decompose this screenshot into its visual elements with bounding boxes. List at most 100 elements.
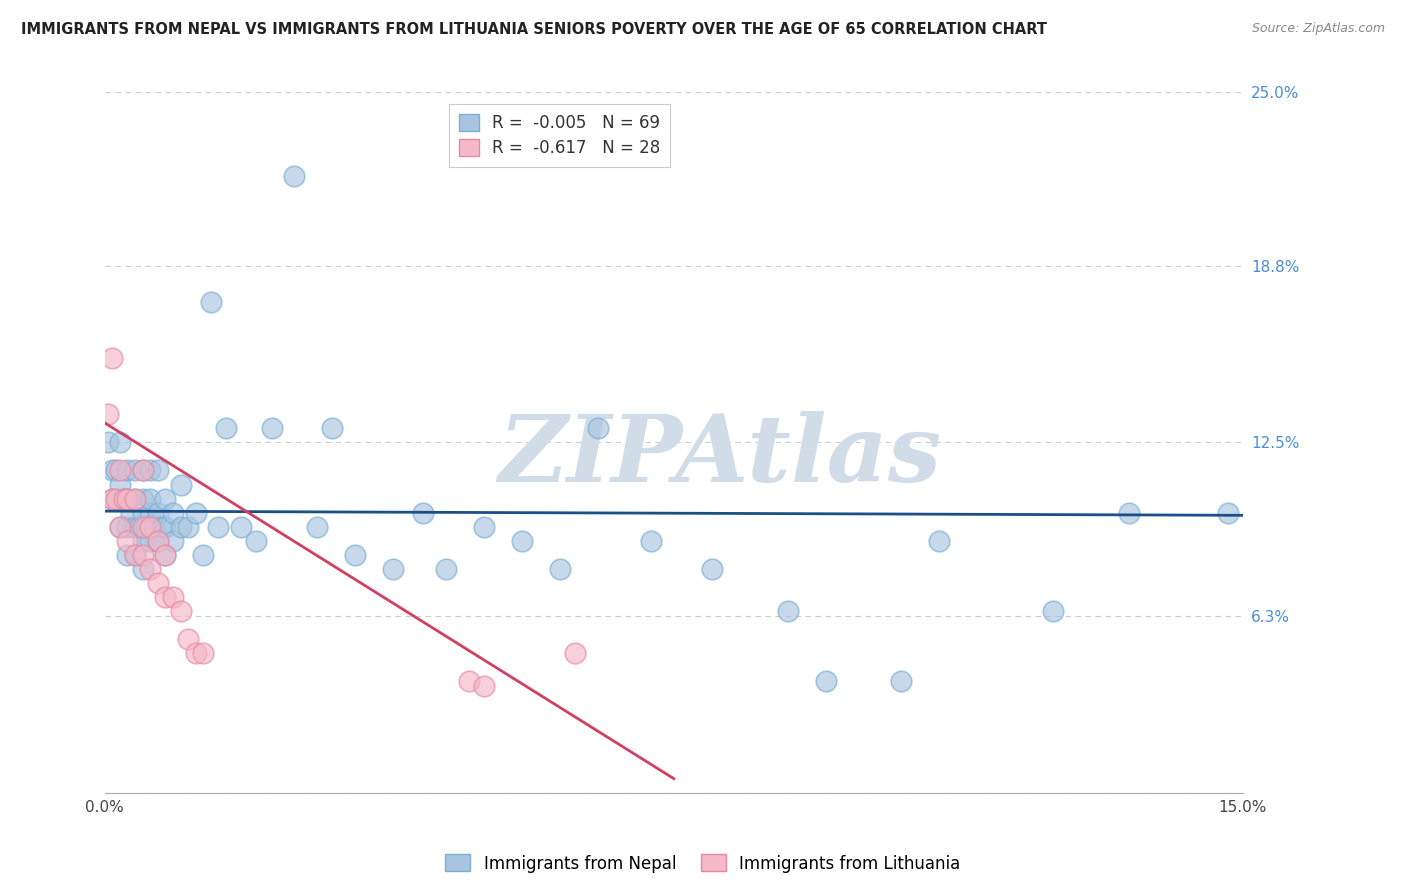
Point — [155, 548, 177, 562]
Point — [200, 295, 222, 310]
Point — [124, 491, 146, 506]
Point — [231, 519, 253, 533]
Point — [928, 533, 950, 548]
Point — [162, 506, 184, 520]
Text: ZIPAtlas: ZIPAtlas — [498, 411, 941, 501]
Point — [434, 561, 457, 575]
Point — [117, 463, 139, 477]
Point — [155, 519, 177, 533]
Point — [131, 548, 153, 562]
Point — [162, 590, 184, 604]
Point — [412, 506, 434, 520]
Point — [139, 491, 162, 506]
Point — [131, 506, 153, 520]
Point — [146, 506, 169, 520]
Point — [155, 491, 177, 506]
Point — [776, 603, 799, 617]
Point — [146, 533, 169, 548]
Point — [814, 673, 837, 688]
Point — [108, 519, 131, 533]
Point — [177, 519, 200, 533]
Point — [169, 603, 191, 617]
Point — [260, 421, 283, 435]
Point — [155, 590, 177, 604]
Point — [117, 519, 139, 533]
Point — [143, 519, 166, 533]
Point — [139, 506, 162, 520]
Point — [117, 533, 139, 548]
Point — [472, 519, 495, 533]
Point — [245, 533, 267, 548]
Point — [131, 519, 153, 533]
Point — [124, 548, 146, 562]
Point — [112, 491, 135, 506]
Point — [184, 506, 207, 520]
Point — [162, 533, 184, 548]
Point — [120, 506, 142, 520]
Point — [135, 519, 157, 533]
Point — [131, 463, 153, 477]
Point — [139, 561, 162, 575]
Legend: Immigrants from Nepal, Immigrants from Lithuania: Immigrants from Nepal, Immigrants from L… — [439, 847, 967, 880]
Point — [117, 548, 139, 562]
Point — [169, 477, 191, 491]
Point — [117, 491, 139, 506]
Point — [382, 561, 405, 575]
Point — [124, 491, 146, 506]
Point — [124, 463, 146, 477]
Point — [108, 477, 131, 491]
Point — [146, 575, 169, 590]
Point — [139, 519, 162, 533]
Point — [207, 519, 229, 533]
Point — [131, 491, 153, 506]
Point — [124, 548, 146, 562]
Point — [564, 646, 586, 660]
Point — [105, 491, 128, 506]
Point — [215, 421, 238, 435]
Point — [105, 463, 128, 477]
Point — [890, 673, 912, 688]
Point — [283, 169, 305, 184]
Point — [139, 533, 162, 548]
Point — [1042, 603, 1064, 617]
Point — [101, 351, 124, 366]
Point — [586, 421, 609, 435]
Text: IMMIGRANTS FROM NEPAL VS IMMIGRANTS FROM LITHUANIA SENIORS POVERTY OVER THE AGE : IMMIGRANTS FROM NEPAL VS IMMIGRANTS FROM… — [21, 22, 1047, 37]
Point — [128, 519, 150, 533]
Point — [101, 491, 124, 506]
Point — [97, 435, 120, 450]
Point — [1118, 506, 1140, 520]
Point — [307, 519, 329, 533]
Point — [344, 548, 367, 562]
Point — [472, 679, 495, 693]
Point — [131, 463, 153, 477]
Point — [108, 463, 131, 477]
Point — [321, 421, 343, 435]
Point — [548, 561, 571, 575]
Point — [193, 646, 215, 660]
Point — [177, 632, 200, 646]
Point — [124, 519, 146, 533]
Point — [131, 561, 153, 575]
Point — [101, 463, 124, 477]
Point — [458, 673, 481, 688]
Point — [169, 519, 191, 533]
Point — [108, 519, 131, 533]
Point — [139, 463, 162, 477]
Point — [155, 548, 177, 562]
Point — [108, 435, 131, 450]
Point — [97, 408, 120, 422]
Point — [112, 491, 135, 506]
Point — [193, 548, 215, 562]
Point — [146, 463, 169, 477]
Point — [640, 533, 662, 548]
Text: Source: ZipAtlas.com: Source: ZipAtlas.com — [1251, 22, 1385, 36]
Point — [1216, 506, 1239, 520]
Point — [131, 533, 153, 548]
Point — [101, 491, 124, 506]
Point — [184, 646, 207, 660]
Legend: R =  -0.005   N = 69, R =  -0.617   N = 28: R = -0.005 N = 69, R = -0.617 N = 28 — [449, 104, 671, 167]
Point — [146, 533, 169, 548]
Point — [150, 519, 173, 533]
Point — [700, 561, 723, 575]
